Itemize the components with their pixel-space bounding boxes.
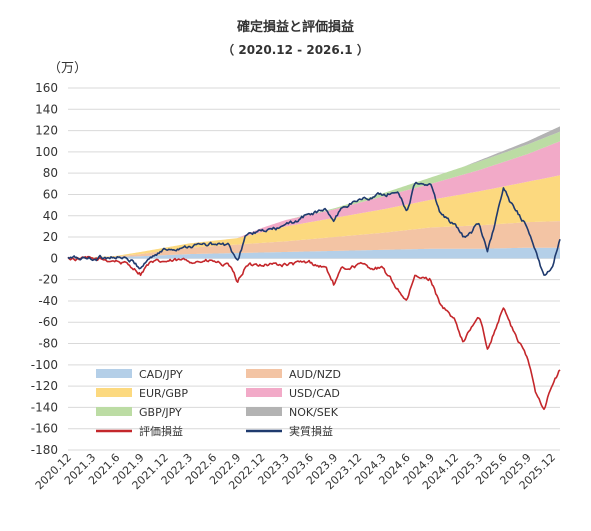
legend-label: USD/CAD bbox=[289, 387, 340, 400]
y-tick-label: 120 bbox=[35, 124, 58, 138]
legend-label: 評価損益 bbox=[139, 424, 183, 438]
y-tick-label: -20 bbox=[38, 273, 58, 287]
area-series-2 bbox=[68, 175, 560, 259]
y-tick-label: -180 bbox=[31, 443, 58, 457]
area-series-1 bbox=[68, 221, 560, 259]
y-tick-label: 100 bbox=[35, 145, 58, 159]
y-tick-label: 140 bbox=[35, 102, 58, 116]
legend-swatch bbox=[96, 407, 132, 416]
y-tick-label: 40 bbox=[43, 209, 58, 223]
line-series-0 bbox=[67, 255, 561, 411]
legend-label: EUR/GBP bbox=[139, 387, 188, 400]
y-tick-label: 80 bbox=[43, 166, 58, 180]
y-tick-label: 0 bbox=[50, 251, 58, 265]
y-tick-label: 20 bbox=[43, 230, 58, 244]
y-tick-label: -100 bbox=[31, 358, 58, 372]
legend-swatch bbox=[96, 388, 132, 397]
legend-swatch bbox=[246, 407, 282, 416]
legend-label: GBP/JPY bbox=[139, 406, 182, 419]
chart-title: 確定損益と評価損益 bbox=[236, 20, 354, 35]
y-tick-label: -160 bbox=[31, 422, 58, 436]
legend-label: AUD/NZD bbox=[289, 368, 341, 381]
area-series-0 bbox=[68, 247, 560, 259]
y-tick-label: 160 bbox=[35, 81, 58, 95]
legend-swatch bbox=[96, 369, 132, 378]
y-tick-label: -60 bbox=[38, 315, 58, 329]
y-tick-label: -40 bbox=[38, 294, 58, 308]
legend-label: 実質損益 bbox=[289, 424, 333, 438]
y-unit-label: （万） bbox=[48, 61, 88, 76]
y-tick-label: -80 bbox=[38, 337, 58, 351]
legend-swatch bbox=[246, 369, 282, 378]
y-tick-label: -120 bbox=[31, 379, 58, 393]
legend-label: CAD/JPY bbox=[139, 368, 183, 381]
chart-subtitle: （ 2020.12 - 2026.1 ） bbox=[222, 43, 369, 57]
y-tick-label: 60 bbox=[43, 187, 58, 201]
y-tick-label: -140 bbox=[31, 400, 58, 414]
line-series-1 bbox=[67, 181, 561, 276]
legend-label: NOK/SEK bbox=[289, 406, 339, 419]
legend-swatch bbox=[246, 388, 282, 397]
